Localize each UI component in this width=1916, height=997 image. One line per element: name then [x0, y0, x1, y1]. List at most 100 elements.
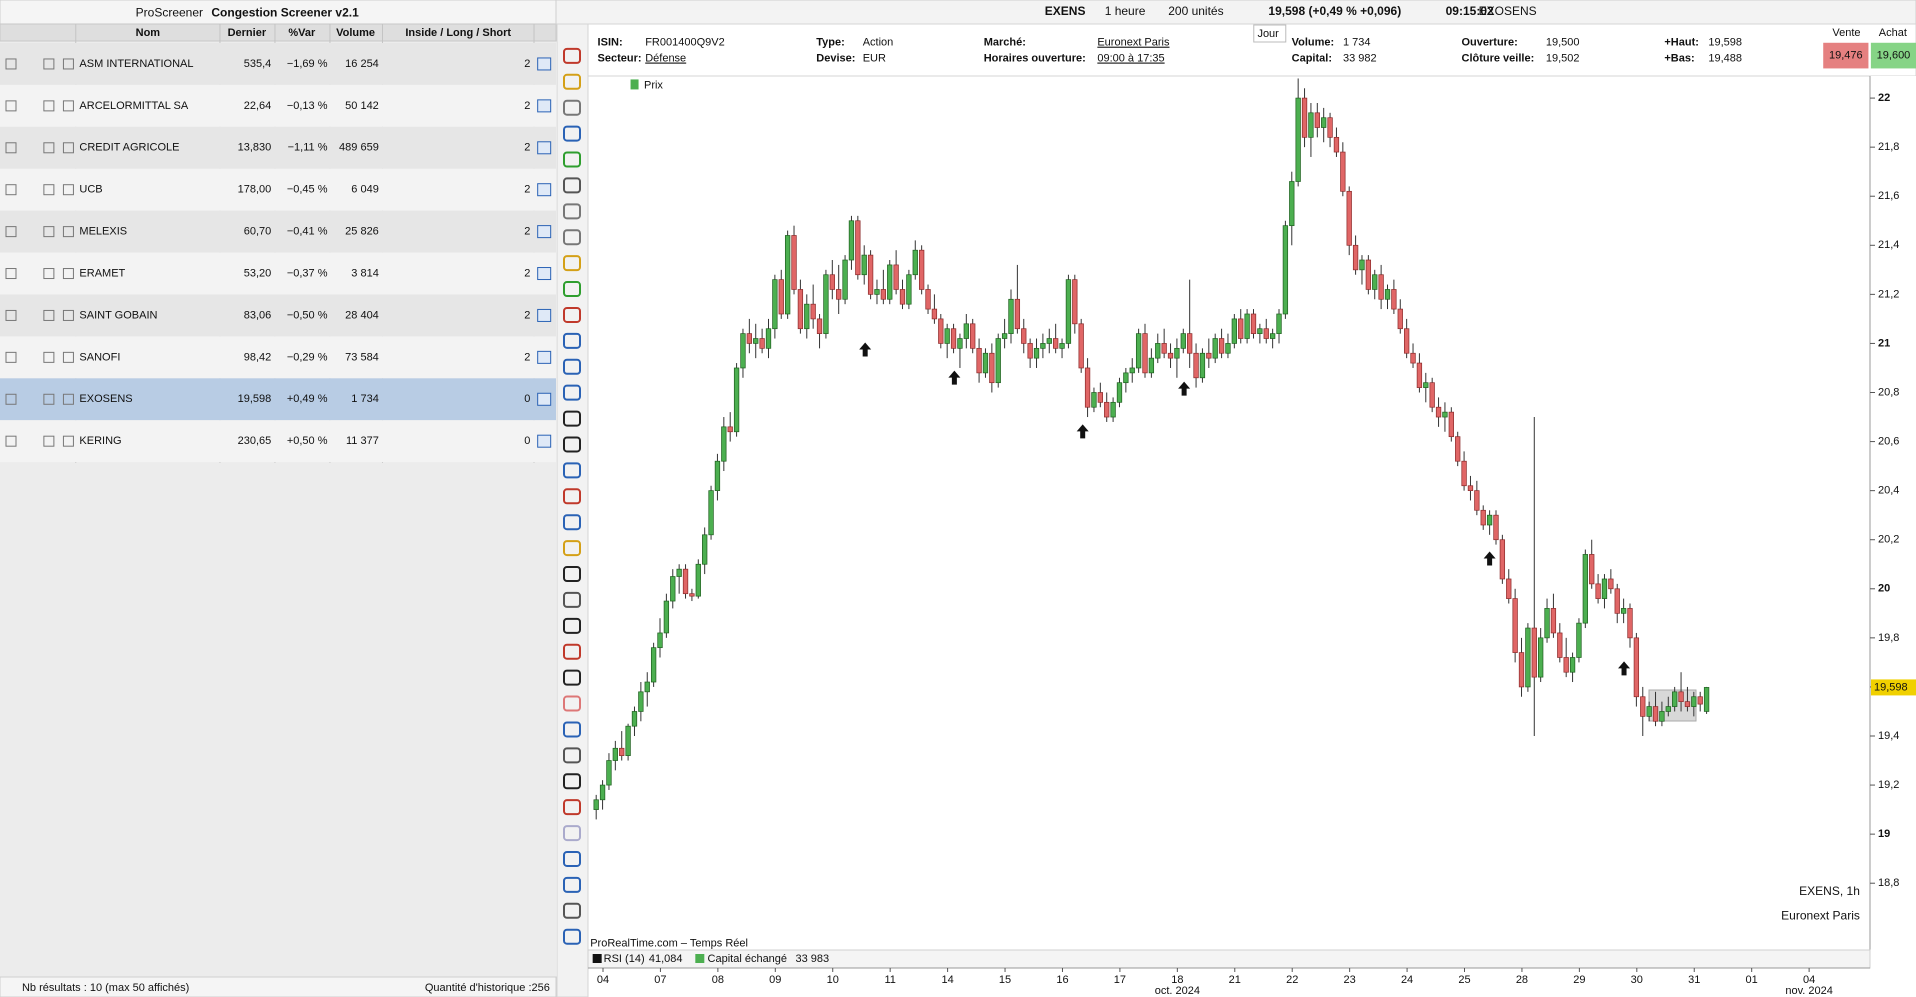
chart-icon[interactable] — [537, 392, 552, 406]
candle-body — [1620, 608, 1627, 614]
sell-price[interactable]: 19,476 — [1829, 50, 1863, 62]
chart-icon[interactable] — [537, 267, 552, 281]
sell-box[interactable] — [1823, 42, 1869, 69]
candle-body — [1225, 343, 1231, 354]
tool-icon[interactable] — [563, 99, 581, 116]
column-header[interactable]: Dernier — [228, 27, 267, 39]
period-tab[interactable]: Jour — [1257, 28, 1279, 40]
candle-body — [1372, 274, 1378, 290]
row-background[interactable] — [0, 126, 556, 169]
app-name[interactable]: ProScreener — [136, 6, 203, 20]
candle-body — [657, 632, 663, 649]
info-label: Secteur: — [598, 53, 642, 65]
tool-icon[interactable] — [563, 281, 581, 298]
header-time[interactable]: 09:15:02 — [1446, 4, 1494, 18]
tool-icon[interactable] — [563, 255, 581, 272]
chart-icon[interactable] — [537, 183, 552, 197]
candle-body — [663, 600, 670, 634]
tool-icon[interactable] — [563, 850, 581, 867]
tool-icon[interactable] — [563, 540, 581, 557]
candle-body — [1384, 289, 1391, 300]
chart-icon[interactable] — [537, 350, 552, 364]
chart-icon[interactable] — [537, 225, 552, 239]
tool-icon[interactable] — [563, 721, 581, 738]
column-header[interactable]: Volume — [336, 27, 375, 39]
buy-box[interactable] — [1870, 42, 1916, 69]
period-tab-box[interactable] — [1253, 24, 1287, 43]
tool-icon[interactable] — [563, 669, 581, 686]
signal-count: 2 — [524, 309, 530, 321]
buy-price[interactable]: 19,600 — [1877, 50, 1911, 62]
row-icon — [5, 309, 17, 321]
candle-body — [1308, 112, 1314, 138]
header-quote[interactable]: 19,598 (+0,49 % +0,096) — [1268, 4, 1401, 18]
tool-icon[interactable] — [563, 514, 581, 531]
header-symbol[interactable]: EXENS — [1045, 4, 1086, 18]
column-header[interactable]: Nom — [136, 27, 161, 39]
chart-icon[interactable] — [537, 57, 552, 71]
row-background[interactable] — [0, 252, 556, 295]
chart-icon[interactable] — [537, 141, 552, 155]
tool-icon[interactable] — [563, 566, 581, 583]
tool-icon[interactable] — [563, 436, 581, 453]
tool-icon[interactable] — [563, 799, 581, 816]
info-link[interactable]: Défense — [645, 53, 686, 65]
info-link[interactable]: Euronext Paris — [1097, 37, 1170, 49]
tool-icon[interactable] — [563, 643, 581, 660]
tool-icon[interactable] — [563, 47, 581, 64]
tool-icon[interactable] — [563, 125, 581, 142]
row-background[interactable] — [0, 420, 556, 463]
row-background[interactable] — [0, 43, 556, 85]
screener-header — [0, 23, 557, 42]
tool-icon[interactable] — [563, 876, 581, 893]
tool-icon[interactable] — [563, 177, 581, 194]
y-tick-label: 20 — [1878, 583, 1890, 595]
chart-icon[interactable] — [537, 308, 552, 322]
tool-icon[interactable] — [563, 695, 581, 712]
y-tick-label: 18,8 — [1878, 877, 1899, 889]
header-period[interactable]: 1 heure — [1105, 4, 1146, 18]
chart-icon[interactable] — [537, 434, 552, 448]
info-link[interactable]: 09:00 à 17:35 — [1097, 53, 1164, 65]
screener-title[interactable]: Congestion Screener v2.1 — [211, 6, 359, 20]
data-source: ProRealTime.com – Temps Réel — [590, 937, 748, 949]
tool-icon[interactable] — [563, 747, 581, 764]
tool-icon[interactable] — [563, 902, 581, 919]
candle-body — [1123, 372, 1129, 384]
tool-icon[interactable] — [563, 773, 581, 790]
tool-icon[interactable] — [563, 358, 581, 375]
candle-body — [1180, 333, 1186, 349]
tool-icon[interactable] — [563, 332, 581, 349]
tool-icon[interactable] — [563, 73, 581, 90]
tool-icon[interactable] — [563, 203, 581, 220]
tool-icon[interactable] — [563, 488, 581, 505]
tool-icon[interactable] — [563, 229, 581, 246]
tool-icon[interactable] — [563, 384, 581, 401]
candle-body — [638, 691, 644, 712]
tool-icon[interactable] — [563, 410, 581, 427]
row-background[interactable] — [0, 336, 556, 379]
tool-icon[interactable] — [563, 306, 581, 323]
tool-icon[interactable] — [563, 151, 581, 168]
header-name[interactable]: EXOSENS — [1479, 4, 1537, 18]
row-background[interactable] — [0, 168, 556, 211]
header-units[interactable]: 200 unités — [1168, 4, 1223, 18]
stock-name: KERING — [79, 435, 121, 447]
row-background[interactable] — [0, 210, 556, 253]
change: −0,45 % — [287, 184, 328, 196]
tool-icon[interactable] — [563, 825, 581, 842]
tool-icon[interactable] — [563, 928, 581, 945]
chart-icon[interactable] — [537, 99, 552, 113]
row-background[interactable] — [0, 294, 556, 337]
candle-body — [619, 747, 625, 756]
tool-icon[interactable] — [563, 617, 581, 634]
tool-icon[interactable] — [563, 591, 581, 608]
row-background[interactable] — [0, 84, 556, 127]
column-header[interactable]: %Var — [288, 27, 316, 39]
column-header[interactable]: Inside / Long / Short — [405, 27, 511, 39]
x-tick-label: 07 — [654, 974, 666, 986]
candle-body — [1486, 514, 1493, 526]
row-background[interactable] — [0, 378, 556, 421]
tool-icon[interactable] — [563, 462, 581, 479]
candle-body — [1155, 343, 1161, 359]
